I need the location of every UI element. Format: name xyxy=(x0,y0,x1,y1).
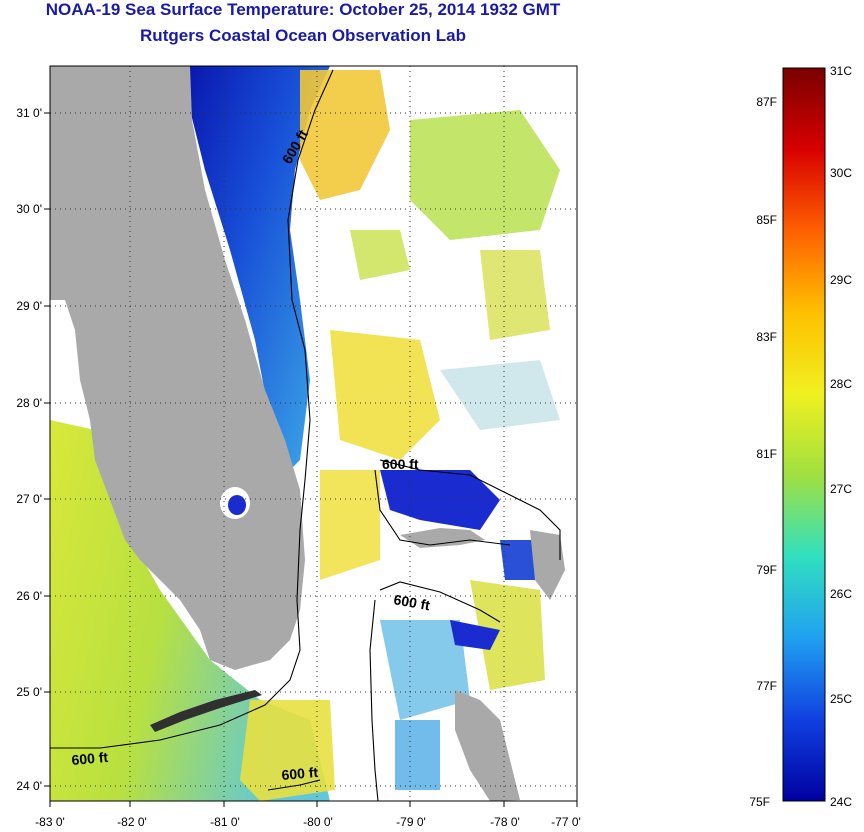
lon-tick-label: -79 0' xyxy=(396,815,426,829)
colorbar-fahrenheit-label: 83F xyxy=(756,330,777,344)
florida-land xyxy=(50,66,305,670)
colorbar-celsius-label: 29C xyxy=(830,273,852,287)
longitude-labels: -83 0' -82 0' -81 0' -80 0' -79 0' -78 0… xyxy=(35,815,581,829)
colorbar-celsius-label: 26C xyxy=(830,587,852,601)
colorbar-celsius-label: 30C xyxy=(830,166,852,180)
colorbar-celsius-label: 27C xyxy=(830,482,852,496)
sst-data-layer xyxy=(50,66,577,801)
colorbar-celsius-label: 31C xyxy=(830,64,852,78)
lat-tick-label: 31 0' xyxy=(16,106,42,120)
map-frame xyxy=(49,65,578,802)
contour-label-600ft: 600 ft xyxy=(392,591,431,613)
colorbar-celsius-label: 24C xyxy=(830,795,852,809)
lat-tick-label: 25 0' xyxy=(16,685,42,699)
colorbar-fahrenheit-labels: 87F 85F 83F 81F 79F 77F 75F xyxy=(749,95,777,809)
map-title: NOAA-19 Sea Surface Temperature: October… xyxy=(45,0,561,19)
contour-label-600ft: 600 ft xyxy=(281,764,319,783)
colorbar-fahrenheit-label: 79F xyxy=(756,563,777,577)
tick-marks xyxy=(44,112,578,807)
colorbar-celsius-label: 25C xyxy=(830,692,852,706)
colorbar-fahrenheit-label: 81F xyxy=(756,447,777,461)
colorbar-fahrenheit-label: 77F xyxy=(756,679,777,693)
lon-tick-label: -83 0' xyxy=(35,815,65,829)
isobath-600ft xyxy=(50,69,561,802)
colorbar-celsius-label: 28C xyxy=(830,377,852,391)
lat-tick-label: 27 0' xyxy=(16,492,42,506)
contour-label-600ft: 600 ft xyxy=(71,749,109,768)
lon-tick-label: -77 0' xyxy=(551,815,581,829)
colorbar-fahrenheit-label: 75F xyxy=(749,795,770,809)
colorbar-celsius-labels: 31C 30C 29C 28C 27C 26C 25C 24C xyxy=(830,64,852,809)
lat-tick-label: 29 0' xyxy=(16,299,42,313)
colorbar-fahrenheit-label: 87F xyxy=(756,95,777,109)
lon-tick-label: -78 0' xyxy=(490,815,520,829)
latitude-labels: 31 0' 30 0' 29 0' 28 0' 27 0' 26 0' 25 0… xyxy=(16,106,42,793)
map-subtitle: Rutgers Coastal Ocean Observation Lab xyxy=(140,26,466,45)
lon-tick-label: -82 0' xyxy=(117,815,147,829)
lon-tick-label: -81 0' xyxy=(210,815,240,829)
lat-tick-label: 28 0' xyxy=(16,396,42,410)
colorbar-scale xyxy=(782,67,826,802)
colorbar-fahrenheit-label: 85F xyxy=(756,213,777,227)
lat-tick-label: 30 0' xyxy=(16,202,42,216)
lat-tick-label: 24 0' xyxy=(16,779,42,793)
lon-tick-label: -80 0' xyxy=(303,815,333,829)
contour-label-600ft: 600 ft xyxy=(382,456,419,472)
lat-tick-label: 26 0' xyxy=(16,589,42,603)
